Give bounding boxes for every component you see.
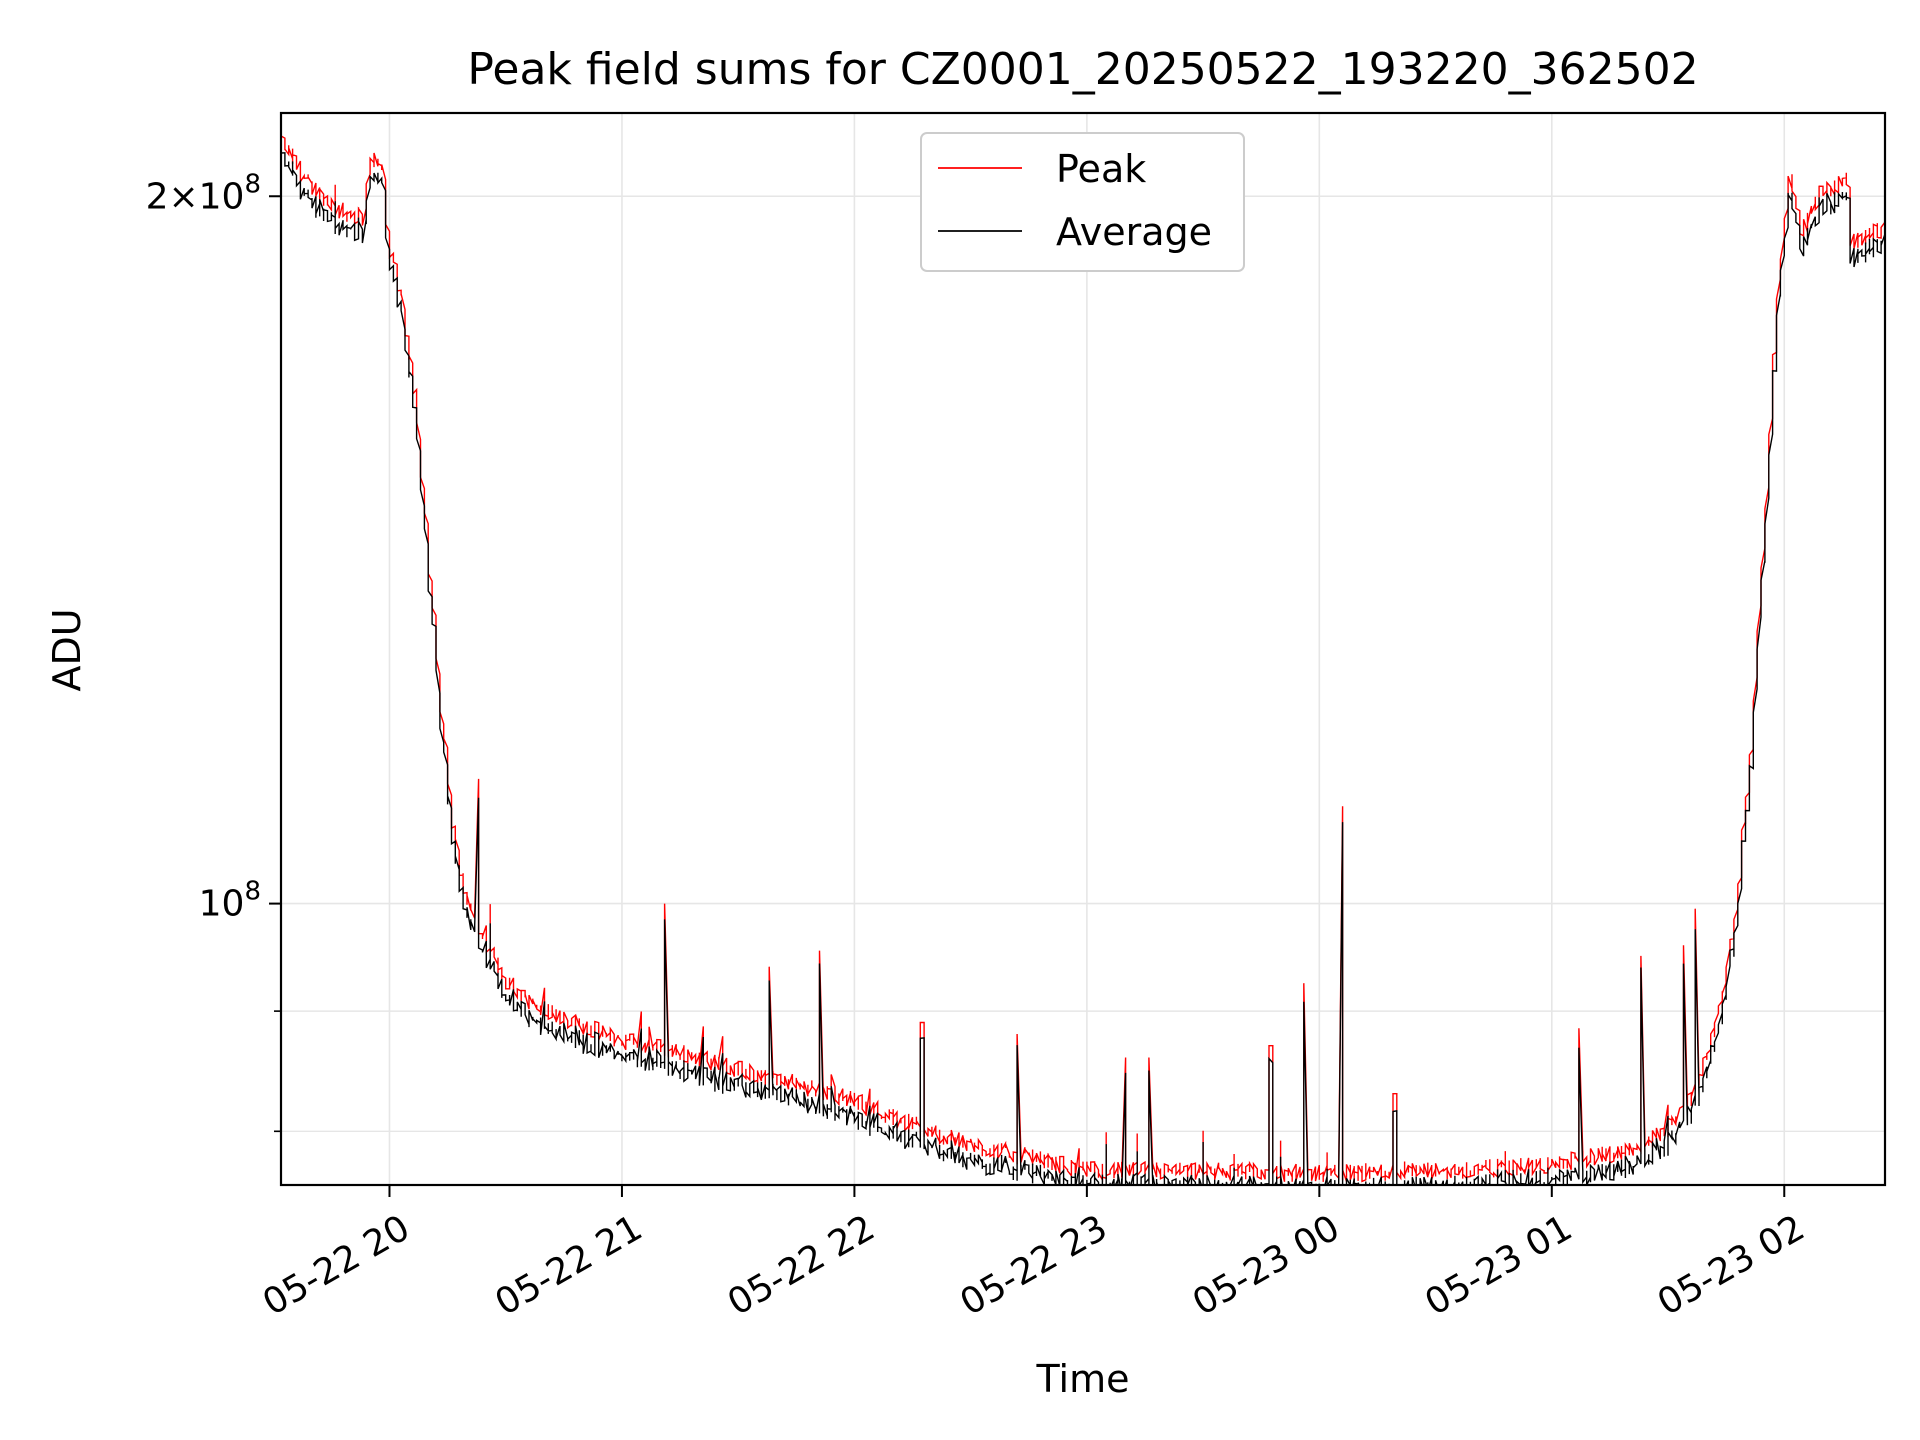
y-tick-label: 108	[199, 877, 261, 925]
y-axis: 108 2×108	[146, 169, 281, 1133]
grid	[281, 113, 1885, 1185]
plot-frame	[279, 111, 1887, 1187]
y-axis-label: ADU	[45, 608, 89, 691]
legend: Peak Average	[920, 132, 1245, 272]
legend-label-peak: Peak	[1056, 147, 1146, 191]
x-axis-label: Time	[1036, 1357, 1130, 1401]
y-tick-label: 2×108	[146, 169, 261, 217]
chart-title: Peak field sums for CZ0001_20250522_1932…	[467, 44, 1698, 95]
legend-label-average: Average	[1056, 210, 1212, 254]
